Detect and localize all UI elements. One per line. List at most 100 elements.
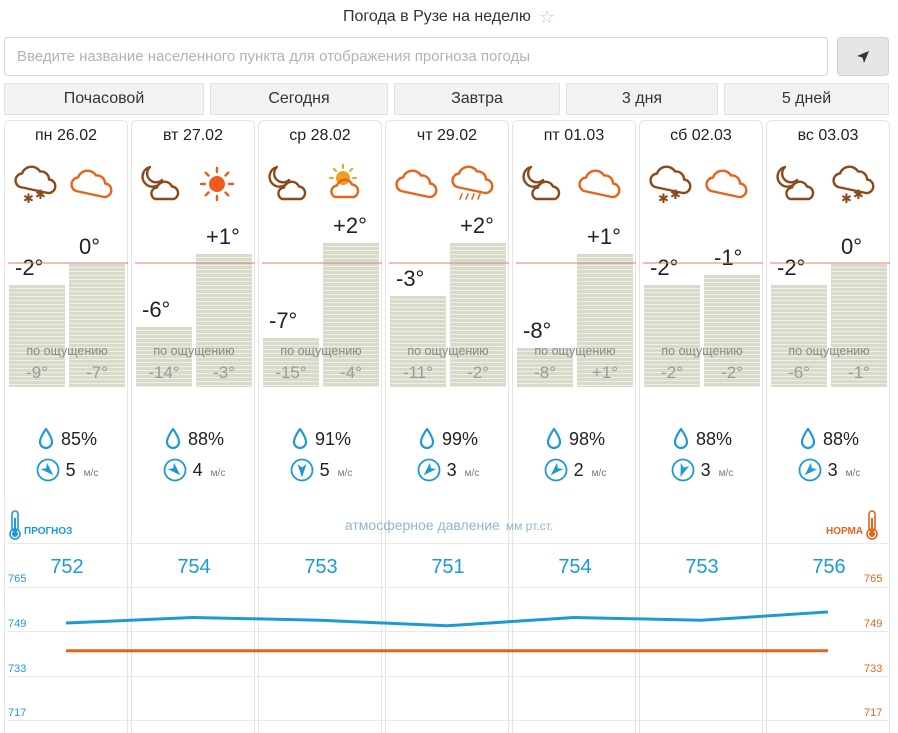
day-column[interactable]: сб 02.03 ✱ ✱ -2° -1° по ощущению -2° -2°…: [639, 120, 763, 733]
wind-unit: м/с: [464, 467, 480, 479]
feels-like-day: -4°: [340, 363, 362, 382]
wind-unit: м/с: [337, 467, 353, 479]
pressure-gridline: [8, 631, 890, 632]
night-temp: -6°: [142, 297, 171, 322]
humidity-drop-icon: [800, 427, 816, 450]
day-column[interactable]: вс 03.03 ✱ ✱ -2° 0° по ощущению -6° -1° …: [766, 120, 890, 733]
night-temp: -2°: [15, 255, 44, 280]
wind-speed: 3: [827, 459, 838, 480]
cloud-icon: [392, 161, 438, 207]
feels-like-night: -14°: [148, 363, 180, 382]
day-column[interactable]: вт 27.02 -6° +1° по ощущению -14° -3°: [131, 120, 255, 733]
tab-3-days[interactable]: 3 дня: [566, 83, 718, 115]
pressure-value: 754: [558, 556, 592, 578]
location-search-input[interactable]: [4, 37, 828, 76]
pressure-gridline: [8, 676, 890, 677]
humidity-value: 98%: [568, 428, 606, 449]
wind-direction-icon: [36, 458, 60, 482]
humidity-value: 91%: [314, 428, 352, 449]
wind-row: 3 м/с: [767, 455, 891, 485]
humidity-row: 91%: [259, 424, 383, 454]
svg-text:✱: ✱: [658, 192, 669, 207]
cloud-snow-icon: ✱ ✱: [829, 161, 875, 207]
moon-cloud-icon: [773, 161, 819, 207]
day-column[interactable]: чт 29.02 -3° +2° по ощущению -11° -2° 99…: [385, 120, 509, 733]
pressure-axis-tick-left: 733: [8, 663, 27, 675]
day-column[interactable]: пн 26.02 ✱ ✱ -2° 0° по ощущению -9° -7° …: [4, 120, 128, 733]
humidity-value: 88%: [695, 428, 733, 449]
humidity-row: 98%: [513, 424, 637, 454]
feels-like-night: -6°: [788, 363, 810, 382]
wind-direction-icon: [544, 458, 568, 482]
night-temp-bar: [517, 348, 573, 387]
feels-like-day: -2°: [467, 363, 489, 382]
feels-like-caption: по ощущению: [661, 344, 743, 358]
day-label: сб 02.03: [670, 127, 732, 144]
day-temp-bar: [69, 264, 125, 387]
day-column[interactable]: ср 28.02 -7° +2° по ощущению -15° -4° 9: [258, 120, 382, 733]
wind-unit: м/с: [718, 467, 734, 479]
humidity-drop-icon: [292, 427, 308, 450]
svg-text:✱: ✱: [853, 188, 864, 203]
night-temp: -2°: [650, 255, 679, 280]
feels-like-day: -2°: [721, 363, 743, 382]
day-label: чт 29.02: [416, 127, 478, 144]
pressure-axis-tick-left: 717: [8, 707, 27, 719]
pressure-axis-tick-right: 749: [864, 618, 883, 630]
pressure-axis-tick-right: 733: [864, 663, 883, 675]
wind-row: 3 м/с: [386, 455, 510, 485]
feels-like-day: -1°: [848, 363, 870, 382]
humidity-value: 85%: [60, 428, 98, 449]
wind-direction-icon: [671, 458, 695, 482]
tab-5-days[interactable]: 5 дней: [724, 83, 889, 115]
feels-like-day: -3°: [213, 363, 235, 382]
humidity-drop-icon: [165, 427, 181, 450]
day-label: вс 03.03: [797, 127, 859, 144]
pressure-axis-tick-right: 717: [864, 707, 883, 719]
pressure-unit: мм рт.ст.: [505, 519, 554, 533]
night-temp: -3°: [396, 265, 425, 291]
wind-unit: м/с: [845, 467, 861, 479]
thermometer-icon: [866, 510, 878, 540]
day-temp-bar: [196, 253, 252, 387]
day-label: пт 01.03: [543, 127, 605, 144]
feels-like-day: -7°: [86, 363, 108, 382]
wind-row: 5 м/с: [259, 455, 383, 485]
wind-speed: 4: [192, 459, 203, 480]
day-column[interactable]: пт 01.03 -8° +1° по ощущению -8° +1° 98%…: [512, 120, 636, 733]
night-temp-bar: [390, 295, 446, 387]
feels-like-night: -8°: [534, 363, 556, 382]
feels-like-night: -2°: [661, 363, 683, 382]
humidity-row: 88%: [132, 424, 256, 454]
humidity-row: 88%: [640, 424, 764, 454]
pressure-gridline: [8, 720, 890, 721]
humidity-value: 99%: [441, 428, 479, 449]
day-label: вт 27.02: [163, 127, 223, 144]
feels-like-night: -9°: [26, 363, 48, 382]
tab-tomorrow[interactable]: Завтра: [394, 83, 560, 115]
geolocation-button[interactable]: [837, 37, 889, 76]
feels-like-caption: по ощущению: [407, 344, 489, 358]
day-temp: +2°: [333, 213, 367, 238]
location-arrow-icon: [857, 50, 869, 63]
day-temp: +1°: [206, 223, 240, 249]
humidity-value: 88%: [187, 428, 225, 449]
humidity-drop-icon: [38, 427, 54, 450]
wind-unit: м/с: [83, 467, 99, 479]
svg-text:✱: ✱: [35, 188, 46, 203]
day-temp-bar: [577, 253, 633, 387]
wind-direction-icon: [290, 458, 314, 482]
cloud-icon: [67, 161, 113, 207]
day-temp-bar: [831, 264, 887, 387]
day-temp-bar: [323, 243, 379, 387]
night-temp: -2°: [777, 255, 806, 280]
cloud-rain-icon: [448, 161, 494, 207]
pressure-axis-tick-left: 765: [8, 573, 27, 585]
wind-row: 4 м/с: [132, 455, 256, 485]
feels-like-caption: по ощущению: [26, 344, 108, 358]
tab-hourly[interactable]: Почасовой: [4, 83, 204, 115]
moon-cloud-icon: [138, 161, 184, 207]
favorite-star-icon[interactable]: ☆: [538, 7, 555, 27]
tab-today[interactable]: Сегодня: [210, 83, 388, 115]
pressure-axis-tick-right: 765: [864, 573, 883, 585]
